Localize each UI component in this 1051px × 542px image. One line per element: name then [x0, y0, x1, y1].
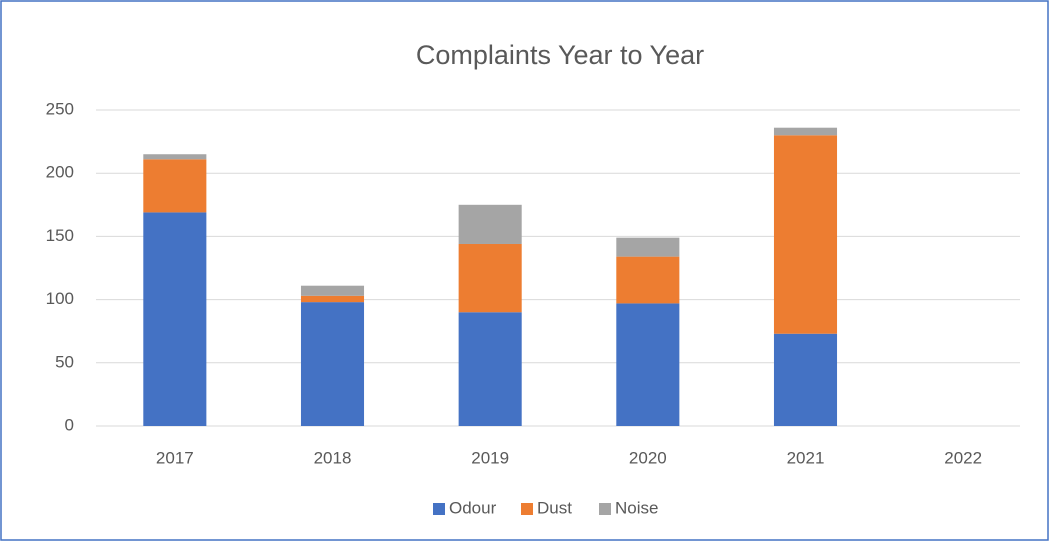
- y-tick-label: 200: [46, 163, 74, 182]
- bar-segment: [300, 295, 365, 303]
- bar-segment: [616, 256, 680, 304]
- bar-segment: [773, 135, 838, 334]
- bar-segment: [458, 204, 522, 244]
- bar-segment: [458, 312, 522, 426]
- y-tick-label: 100: [46, 289, 74, 308]
- x-tick-label: 2021: [787, 448, 825, 467]
- y-tick-label: 0: [65, 415, 74, 434]
- x-tick-label: 2019: [471, 448, 509, 467]
- legend-swatch: [433, 503, 445, 515]
- bar-segment: [300, 285, 365, 296]
- chart-title: Complaints Year to Year: [416, 40, 704, 70]
- x-tick-label: 2017: [156, 448, 194, 467]
- legend-label: Noise: [615, 498, 658, 517]
- bar-segment: [143, 154, 207, 160]
- y-tick-label: 150: [46, 226, 74, 245]
- bar-segment: [143, 159, 207, 213]
- x-tick-label: 2018: [314, 448, 352, 467]
- legend-swatch: [599, 503, 611, 515]
- bar-segment: [616, 237, 680, 257]
- legend-swatch: [521, 503, 533, 515]
- bar-segment: [458, 243, 522, 313]
- x-tick-label: 2022: [944, 448, 982, 467]
- x-tick-label: 2020: [629, 448, 667, 467]
- y-tick-label: 50: [55, 352, 74, 371]
- legend-label: Odour: [449, 498, 497, 517]
- y-tick-label: 250: [46, 99, 74, 118]
- bar-segment: [300, 302, 365, 426]
- legend-label: Dust: [537, 498, 572, 517]
- bar-segment: [143, 212, 207, 426]
- bar-segment: [773, 333, 838, 426]
- bar-segment: [773, 127, 838, 136]
- bar-segment: [616, 303, 680, 426]
